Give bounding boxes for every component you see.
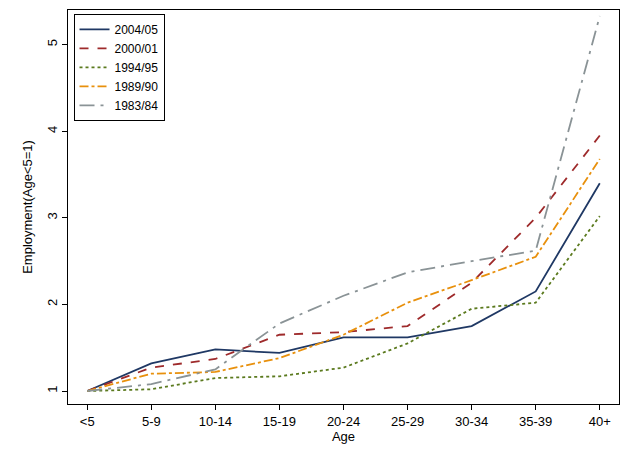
svg-text:30-34: 30-34 — [455, 414, 488, 429]
svg-text:25-29: 25-29 — [391, 414, 424, 429]
svg-text:Employment(Age<5=1): Employment(Age<5=1) — [20, 140, 35, 274]
svg-text:1989/90: 1989/90 — [115, 80, 159, 94]
svg-text:Age: Age — [332, 429, 355, 444]
svg-text:<5: <5 — [80, 414, 95, 429]
svg-text:3: 3 — [45, 212, 60, 219]
svg-text:1983/84: 1983/84 — [115, 99, 159, 113]
svg-text:5-9: 5-9 — [142, 414, 161, 429]
svg-text:40+: 40+ — [589, 414, 611, 429]
svg-text:15-19: 15-19 — [263, 414, 296, 429]
svg-text:2: 2 — [45, 299, 60, 306]
svg-text:10-14: 10-14 — [199, 414, 232, 429]
svg-text:20-24: 20-24 — [327, 414, 360, 429]
svg-text:2000/01: 2000/01 — [115, 42, 159, 56]
svg-text:4: 4 — [45, 126, 60, 133]
svg-text:1994/95: 1994/95 — [115, 61, 159, 75]
svg-text:5: 5 — [45, 39, 60, 46]
svg-text:2004/05: 2004/05 — [115, 23, 159, 37]
svg-text:1: 1 — [45, 385, 60, 392]
svg-text:35-39: 35-39 — [519, 414, 552, 429]
